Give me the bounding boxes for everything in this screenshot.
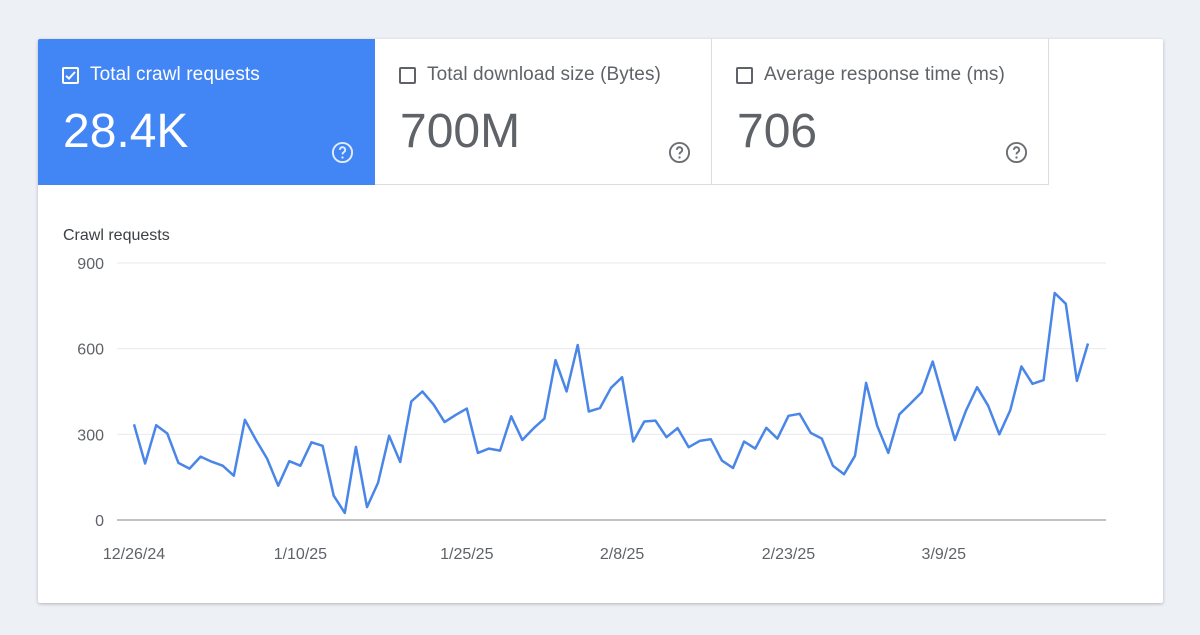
metric-average-response-time[interactable]: Average response time (ms) 706 (712, 39, 1049, 185)
metric-total-download-size[interactable]: Total download size (Bytes) 700M (375, 39, 712, 185)
help-icon[interactable] (1005, 141, 1028, 164)
checkbox-unchecked-icon[interactable] (399, 66, 416, 84)
x-tick-label: 1/25/25 (440, 546, 493, 563)
x-tick-label: 2/8/25 (600, 546, 645, 563)
metric-label: Total download size (Bytes) (427, 64, 661, 85)
x-tick-label: 12/26/24 (103, 546, 165, 563)
metric-label: Average response time (ms) (764, 64, 1005, 85)
metric-header: Total download size (Bytes) (399, 64, 661, 86)
metric-header: Total crawl requests (62, 64, 260, 86)
help-icon[interactable] (331, 141, 354, 164)
chart-title: Crawl requests (63, 227, 170, 244)
crawl-requests-chart: 0 300 600 900 12/26/24 1/10/25 1/25/25 2/8/25 2/… (77, 256, 1106, 563)
metric-total-crawl-requests[interactable]: Total crawl requests 28.4K (38, 39, 375, 185)
metric-value: 28.4K (63, 105, 189, 158)
metric-label: Total crawl requests (90, 64, 260, 85)
y-tick-label: 900 (77, 256, 104, 273)
y-tick-label: 0 (95, 513, 104, 530)
metric-value: 700M (400, 105, 521, 158)
y-tick-label: 300 (77, 427, 104, 444)
x-tick-label: 2/23/25 (762, 546, 815, 563)
help-icon[interactable] (668, 141, 691, 164)
metric-value: 706 (737, 105, 818, 158)
crawl-stats-card: Total crawl requests 28.4K Total downloa… (38, 39, 1163, 603)
series-line-crawl-requests[interactable] (132, 291, 1090, 515)
metric-header: Average response time (ms) (736, 64, 1005, 86)
y-tick-label: 600 (77, 342, 104, 359)
checkbox-unchecked-icon[interactable] (736, 66, 753, 84)
checkbox-checked-icon[interactable] (62, 66, 79, 84)
x-tick-label: 3/9/25 (922, 546, 967, 563)
x-tick-label: 1/10/25 (274, 546, 327, 563)
